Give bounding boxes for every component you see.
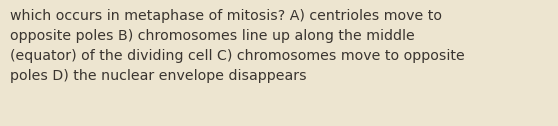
Text: which occurs in metaphase of mitosis? A) centrioles move to
opposite poles B) ch: which occurs in metaphase of mitosis? A)… <box>10 9 465 83</box>
